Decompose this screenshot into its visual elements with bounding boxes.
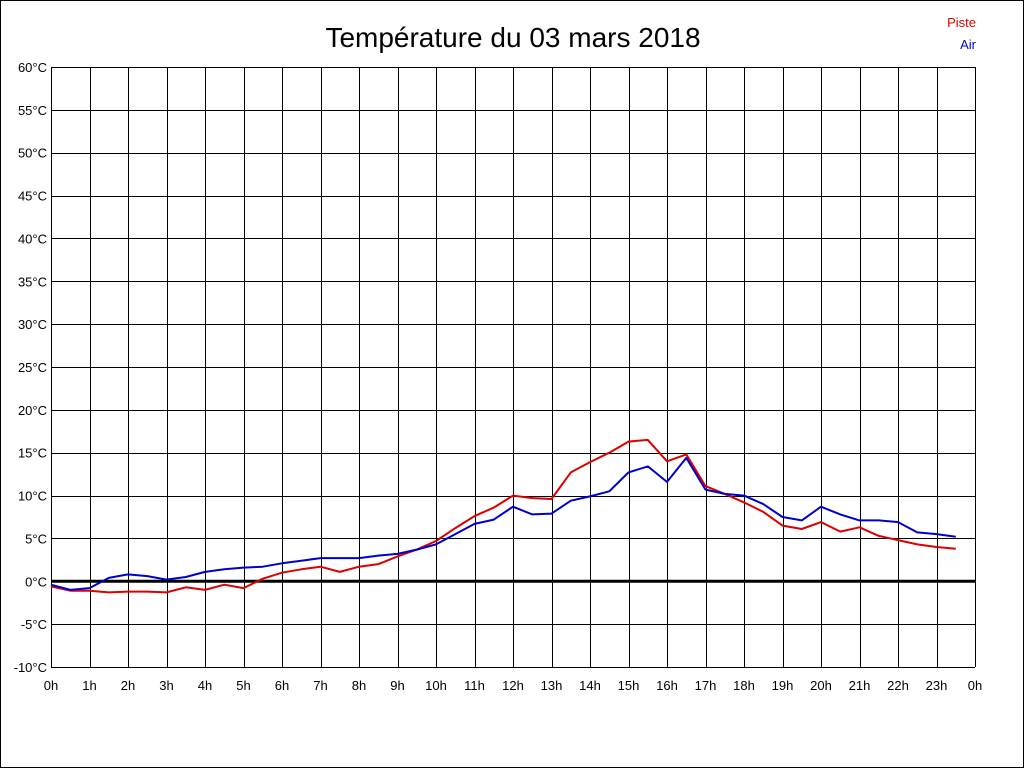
x-tick-label: 7h bbox=[313, 678, 327, 693]
x-tick-label: 11h bbox=[464, 678, 485, 693]
y-tick-label: 5°C bbox=[25, 531, 47, 546]
y-tick-label: 20°C bbox=[18, 403, 47, 418]
series-line-air bbox=[50, 456, 956, 591]
y-tick-label: 60°C bbox=[18, 60, 47, 75]
x-tick-label: 16h bbox=[656, 678, 678, 693]
axis-labels: 0h 1h 2h 3h 4h 5h 6h 7h 8h 9h 10h 11h 12h 13h 14h 15h 16… bbox=[14, 60, 983, 693]
x-tick-label: 0h bbox=[44, 678, 58, 693]
x-tick-label: 18h bbox=[733, 678, 755, 693]
x-tick-label: 14h bbox=[579, 678, 601, 693]
x-tick-label: 15h bbox=[618, 678, 640, 693]
legend-entry-piste: Piste bbox=[947, 15, 976, 30]
legend-entry-air: Air bbox=[960, 37, 977, 52]
x-tick-label: 13h bbox=[541, 678, 563, 693]
x-tick-label: 23h bbox=[926, 678, 948, 693]
y-tick-label: 15°C bbox=[18, 446, 47, 461]
y-tick-label: 30°C bbox=[18, 317, 47, 332]
x-tick-label: 4h bbox=[198, 678, 212, 693]
chart-title: Température du 03 mars 2018 bbox=[325, 22, 700, 53]
x-tick-label: 22h bbox=[887, 678, 909, 693]
y-tick-label: -10°C bbox=[14, 660, 47, 675]
y-tick-label: 45°C bbox=[18, 189, 47, 204]
y-tick-label: 35°C bbox=[18, 274, 47, 289]
series-lines bbox=[50, 438, 956, 594]
x-tick-label: 6h bbox=[275, 678, 289, 693]
x-tick-label: 0h bbox=[968, 678, 982, 693]
x-tick-label: 10h bbox=[425, 678, 447, 693]
y-tick-label: 40°C bbox=[18, 231, 47, 246]
x-tick-label: 3h bbox=[159, 678, 173, 693]
x-tick-label: 19h bbox=[772, 678, 794, 693]
grid-lines bbox=[51, 67, 976, 668]
x-tick-label: 5h bbox=[236, 678, 250, 693]
y-tick-label: 50°C bbox=[18, 146, 47, 161]
x-tick-label: 2h bbox=[121, 678, 135, 693]
legend: Piste Air bbox=[947, 15, 977, 52]
y-tick-label: 25°C bbox=[18, 360, 47, 375]
x-tick-label: 1h bbox=[82, 678, 96, 693]
x-tick-label: 21h bbox=[849, 678, 871, 693]
x-tick-label: 20h bbox=[810, 678, 832, 693]
y-tick-label: 0°C bbox=[25, 574, 47, 589]
x-tick-label: 12h bbox=[502, 678, 524, 693]
y-tick-label: -5°C bbox=[21, 617, 47, 632]
y-tick-label: 55°C bbox=[18, 103, 47, 118]
x-tick-label: 8h bbox=[352, 678, 366, 693]
y-tick-label: 10°C bbox=[18, 489, 47, 504]
series-line-piste bbox=[50, 438, 956, 594]
x-tick-label: 9h bbox=[390, 678, 404, 693]
x-tick-label: 17h bbox=[695, 678, 717, 693]
